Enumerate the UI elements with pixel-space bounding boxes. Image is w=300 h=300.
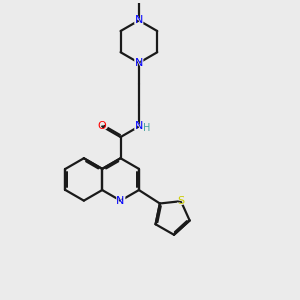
Text: S: S [176, 194, 186, 208]
Text: O: O [98, 122, 106, 131]
Text: N: N [135, 122, 143, 131]
Text: N: N [133, 56, 145, 70]
Text: N: N [135, 15, 143, 26]
Text: N: N [133, 14, 145, 27]
Text: H: H [142, 122, 152, 134]
Text: N: N [115, 194, 126, 208]
Text: N: N [116, 196, 125, 206]
Text: O: O [96, 119, 108, 134]
Text: N: N [133, 119, 145, 134]
Text: N: N [135, 58, 143, 68]
Text: S: S [177, 196, 184, 206]
Text: H: H [143, 123, 151, 133]
